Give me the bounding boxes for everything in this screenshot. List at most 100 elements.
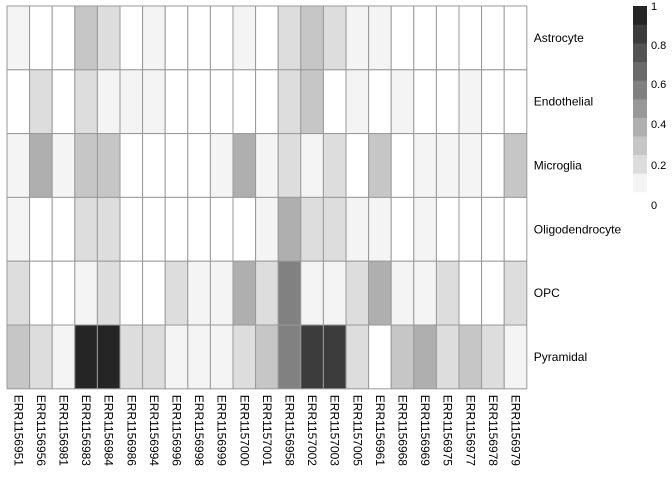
heatmap-cell [458, 133, 483, 198]
column-label: ERR1156981 [57, 395, 71, 466]
heatmap-cell [413, 260, 437, 326]
heatmap-cell [435, 196, 460, 262]
column-label: ERR1156958 [283, 395, 297, 466]
heatmap-cell [503, 133, 528, 198]
heatmap-cell [74, 69, 98, 135]
heatmap-cell [74, 324, 98, 390]
heatmap-cell [322, 69, 347, 135]
column-label: ERR1156994 [147, 395, 161, 466]
heatmap-cell [277, 133, 302, 198]
heatmap-cell [300, 5, 324, 71]
heatmap-cell [51, 260, 76, 326]
heatmap-cell [232, 5, 257, 71]
heatmap-cell [74, 196, 98, 262]
heatmap-cell [255, 196, 279, 262]
legend-swatch [633, 43, 647, 63]
heatmap-cell [232, 324, 257, 390]
heatmap-cell [96, 196, 121, 262]
heatmap-cell [435, 260, 460, 326]
heatmap-cell [300, 324, 324, 390]
heatmap-cell [390, 69, 415, 135]
heatmap-cell [6, 5, 31, 71]
heatmap-cell [119, 260, 144, 326]
heatmap-cell [119, 324, 144, 390]
heatmap-cell [345, 260, 370, 326]
heatmap-cell [458, 324, 483, 390]
heatmap-cell [322, 324, 347, 390]
heatmap-cell [277, 324, 302, 390]
column-label: ERR1156984 [102, 395, 116, 466]
heatmap-cell [209, 69, 234, 135]
heatmap-cell [74, 133, 98, 198]
heatmap-cell [142, 5, 166, 71]
heatmap-cell [187, 196, 211, 262]
heatmap-cell [164, 69, 189, 135]
column-label: ERR1156951 [11, 395, 25, 466]
heatmap-cell [481, 324, 505, 390]
heatmap-cell [390, 196, 415, 262]
heatmap-cell [481, 133, 505, 198]
heatmap-cell [164, 196, 189, 262]
heatmap-cell [119, 69, 144, 135]
heatmap-cell [481, 69, 505, 135]
heatmap-cell [142, 324, 166, 390]
heatmap-cell [164, 5, 189, 71]
column-labels: ERR1156951 ERR1156956 ERR1156981 ERR1156983… [11, 395, 522, 466]
heatmap-cell [368, 69, 392, 135]
heatmap-cell [209, 5, 234, 71]
column-label: ERR1156975 [441, 395, 455, 466]
heatmap-cell [345, 196, 370, 262]
heatmap-cell [390, 260, 415, 326]
heatmap-cell [277, 5, 302, 71]
row-label: OPC [534, 286, 560, 300]
row-label: Endothelial [534, 95, 593, 109]
heatmap-cell [458, 260, 483, 326]
column-label: ERR1157001 [260, 395, 274, 466]
heatmap-cell [232, 69, 257, 135]
heatmap-cell [142, 260, 166, 326]
heatmap-cell [164, 324, 189, 390]
heatmap-cell [187, 5, 211, 71]
legend-swatch [633, 61, 647, 81]
legend-tick-label: 0.8 [651, 40, 666, 52]
heatmap-cell [255, 260, 279, 326]
heatmap-cell [29, 69, 53, 135]
heatmap-cell [51, 5, 76, 71]
heatmap-cell [232, 196, 257, 262]
row-label: Pyramidal [534, 350, 587, 364]
legend-tick-label: 0.6 [651, 79, 666, 91]
heatmap-cell [503, 5, 528, 71]
column-label: ERR1156979 [509, 395, 523, 466]
heatmap-cell [6, 324, 31, 390]
heatmap-cell [209, 133, 234, 198]
heatmap-cell [503, 260, 528, 326]
heatmap-cell [277, 196, 302, 262]
heatmap-cell [255, 133, 279, 198]
heatmap-cell [322, 5, 347, 71]
heatmap-cell [255, 324, 279, 390]
legend-swatch [633, 80, 647, 100]
legend-swatch [633, 6, 647, 25]
column-label: ERR1157005 [350, 395, 364, 466]
heatmap-cell [368, 133, 392, 198]
heatmap-cell [6, 196, 31, 262]
heatmap-cell [413, 133, 437, 198]
column-label: ERR1156961 [373, 395, 387, 466]
heatmap-cell [74, 5, 98, 71]
heatmap-cell [96, 69, 121, 135]
heatmap-cell [209, 196, 234, 262]
heatmap-cell [6, 260, 31, 326]
column-label: ERR1156986 [124, 395, 138, 466]
heatmap-cell [29, 260, 53, 326]
column-label: ERR1156998 [192, 395, 206, 466]
heatmap-cell [503, 196, 528, 262]
legend-tick-label: 1 [651, 1, 657, 13]
heatmap-cell [435, 5, 460, 71]
heatmap-cell [96, 5, 121, 71]
column-label: ERR1156996 [170, 395, 184, 466]
heatmap-cell [481, 196, 505, 262]
heatmap-cell [458, 69, 483, 135]
column-label: ERR1156969 [418, 395, 432, 466]
heatmap-cell [6, 133, 31, 198]
